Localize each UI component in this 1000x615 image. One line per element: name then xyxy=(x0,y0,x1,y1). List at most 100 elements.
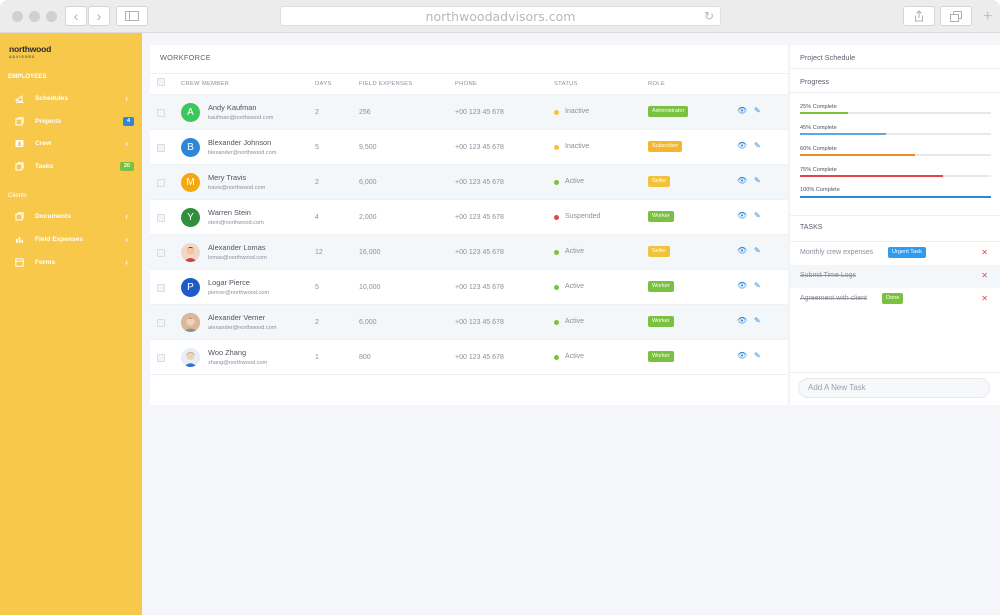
delete-task-icon[interactable]: ✕ xyxy=(981,294,988,303)
role-badge: Seller xyxy=(648,246,671,257)
back-button[interactable]: ‹ xyxy=(65,6,87,26)
close-window-button[interactable] xyxy=(12,11,23,22)
edit-pencil-icon[interactable]: ✎ xyxy=(754,281,761,290)
row-checkbox[interactable] xyxy=(157,179,165,187)
progress-label: 100% Complete xyxy=(800,187,840,193)
select-all-checkbox[interactable] xyxy=(157,78,165,86)
edit-pencil-icon[interactable]: ✎ xyxy=(754,246,761,255)
table-row[interactable]: Woo Zhang zhang@northwood.com 1 800 +00 … xyxy=(150,340,788,375)
sidebar-item-field-expenses[interactable]: Field Expenses ‹ xyxy=(14,232,136,246)
view-eye-icon[interactable]: 👁 xyxy=(737,316,748,325)
sidebar-icon xyxy=(125,11,139,21)
divider xyxy=(790,68,1000,69)
table-row[interactable]: Alexander Verner alexander@northwood.com… xyxy=(150,305,788,340)
edit-pencil-icon[interactable]: ✎ xyxy=(754,211,761,220)
address-bar[interactable]: northwoodadvisors.com ↻ xyxy=(280,6,721,26)
sidebar-item-label: Tasks xyxy=(35,162,54,170)
member-name: Woo Zhang xyxy=(208,348,247,357)
task-item[interactable]: Submit Time Logs ✕ xyxy=(790,265,1000,288)
member-name: Blexander Johnson xyxy=(208,138,272,147)
view-eye-icon[interactable]: 👁 xyxy=(737,211,748,220)
days-cell: 4 xyxy=(315,214,319,221)
view-eye-icon[interactable]: 👁 xyxy=(737,351,748,360)
sidebar-item-label: Documents xyxy=(35,212,71,220)
phone-cell: +00 123 45 678 xyxy=(455,144,504,151)
sidebar-item-projects[interactable]: Projects 4 xyxy=(14,114,136,128)
phone-cell: +00 123 45 678 xyxy=(455,354,504,361)
count-badge: 4 xyxy=(122,116,134,126)
column-header-status[interactable]: STATUS xyxy=(554,81,578,87)
edit-pencil-icon[interactable]: ✎ xyxy=(754,351,761,360)
phone-cell: +00 123 45 678 xyxy=(455,249,504,256)
sidebar-item-documents[interactable]: Documents ‹ xyxy=(14,209,136,223)
table-row[interactable]: M Mery Travis travis@northwood.com 2 6,0… xyxy=(150,165,788,200)
row-checkbox[interactable] xyxy=(157,214,165,222)
table-row[interactable]: B Blexander Johnson blexander@northwood.… xyxy=(150,130,788,165)
forms-icon xyxy=(14,257,24,267)
table-row[interactable]: Y Warren Stein stein@northwood.com 4 2,0… xyxy=(150,200,788,235)
sidebar-item-label: Field Expenses xyxy=(35,235,84,243)
task-item[interactable]: Monthly crew expenses Urgent Task ✕ xyxy=(790,242,1000,265)
view-eye-icon[interactable]: 👁 xyxy=(737,106,748,115)
sidebar-item-label: Schedules xyxy=(35,94,68,102)
view-eye-icon[interactable]: 👁 xyxy=(737,141,748,150)
brand-logo[interactable]: northwood ADVISORS xyxy=(9,44,51,59)
share-button[interactable] xyxy=(903,6,935,26)
days-cell: 2 xyxy=(315,109,319,116)
phone-cell: +00 123 45 678 xyxy=(455,214,504,221)
minimize-window-button[interactable] xyxy=(29,11,40,22)
reload-icon[interactable]: ↻ xyxy=(703,9,714,23)
status-text: Suspended xyxy=(565,213,601,220)
add-task-input[interactable]: Add A New Task xyxy=(798,378,990,398)
delete-task-icon[interactable]: ✕ xyxy=(981,248,988,257)
member-email: piercer@northwood.com xyxy=(208,290,270,296)
progress-fill xyxy=(800,112,848,114)
edit-pencil-icon[interactable]: ✎ xyxy=(754,316,761,325)
status-dot xyxy=(554,215,559,220)
sidebar-item-tasks[interactable]: Tasks 20 xyxy=(14,159,136,173)
table-row[interactable]: A Andy Kaufman kaufman@northwood.com 2 2… xyxy=(150,95,788,130)
row-checkbox[interactable] xyxy=(157,144,165,152)
progress-label: 25% Complete xyxy=(800,104,837,110)
expenses-cell: 9,500 xyxy=(359,144,377,151)
member-name: Alexander Lomas xyxy=(208,243,266,252)
count-badge: 20 xyxy=(119,161,134,171)
row-checkbox[interactable] xyxy=(157,284,165,292)
chevron-left-icon: ‹ xyxy=(125,138,128,148)
sidebar-toggle-button[interactable] xyxy=(116,6,148,26)
row-checkbox[interactable] xyxy=(157,354,165,362)
view-eye-icon[interactable]: 👁 xyxy=(737,176,748,185)
view-eye-icon[interactable]: 👁 xyxy=(737,246,748,255)
edit-pencil-icon[interactable]: ✎ xyxy=(754,106,761,115)
task-item[interactable]: Agreement with client Done ✕ xyxy=(790,288,1000,311)
row-checkbox[interactable] xyxy=(157,319,165,327)
forward-button[interactable]: › xyxy=(88,6,110,26)
column-header-role[interactable]: ROLE xyxy=(648,81,665,87)
edit-pencil-icon[interactable]: ✎ xyxy=(754,176,761,185)
chart-icon xyxy=(14,234,24,244)
row-checkbox[interactable] xyxy=(157,109,165,117)
maximize-window-button[interactable] xyxy=(46,11,57,22)
table-row[interactable]: Alexander Lomas lomas@northwood.com 12 1… xyxy=(150,235,788,270)
sidebar-item-label: Projects xyxy=(35,117,62,125)
column-header-phone[interactable]: PHONE xyxy=(455,81,478,87)
phone-cell: +00 123 45 678 xyxy=(455,319,504,326)
table-row[interactable]: P Logar Pierce piercer@northwood.com 5 1… xyxy=(150,270,788,305)
projects-icon xyxy=(14,116,24,126)
delete-task-icon[interactable]: ✕ xyxy=(981,271,988,280)
column-header-days[interactable]: DAYS xyxy=(315,81,332,87)
divider xyxy=(790,215,1000,216)
row-checkbox[interactable] xyxy=(157,249,165,257)
column-header-member[interactable]: CREW MEMBER xyxy=(181,81,230,87)
column-header-expenses[interactable]: FIELD EXPENSES xyxy=(359,81,413,87)
sidebar-item-forms[interactable]: Forms ‹ xyxy=(14,255,136,269)
url-text: northwoodadvisors.com xyxy=(425,9,576,24)
tabs-button[interactable] xyxy=(940,6,972,26)
new-tab-button[interactable]: + xyxy=(983,8,993,25)
sidebar-item-crew[interactable]: Crew ‹ xyxy=(14,136,136,150)
person-avatar-icon xyxy=(184,247,197,262)
member-email: travis@northwood.com xyxy=(208,185,266,191)
view-eye-icon[interactable]: 👁 xyxy=(737,281,748,290)
sidebar-item-schedules[interactable]: Schedules ‹ xyxy=(14,91,136,105)
edit-pencil-icon[interactable]: ✎ xyxy=(754,141,761,150)
